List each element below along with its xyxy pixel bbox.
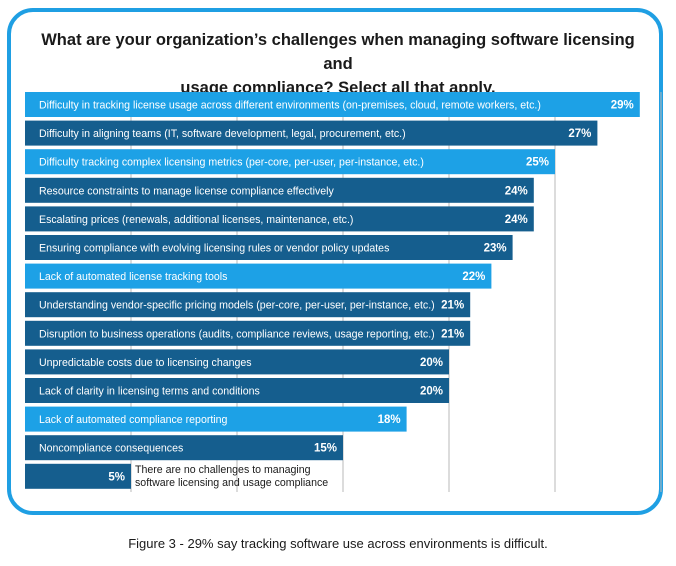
category-label: Difficulty tracking complex licensing me… [39,157,424,169]
bar [25,263,492,289]
bar [25,120,598,146]
bar-value-label: 23% [484,243,507,255]
bar [25,292,471,318]
bar [25,92,640,117]
bar-value-label: 5% [108,471,125,483]
bar-value-label: 27% [568,128,591,140]
bar-value-label: 20% [420,357,443,369]
category-label: Difficulty in aligning teams (IT, softwa… [39,128,406,140]
bar [25,235,513,260]
bar-value-label: 21% [441,300,464,312]
category-label: Disruption to business operations (audit… [39,328,435,340]
bar-value-label: 20% [420,386,443,398]
category-label: Lack of automated compliance reporting [39,414,228,426]
bar [25,435,343,461]
bar [25,406,407,432]
category-label: Understanding vendor-specific pricing mo… [39,300,435,312]
bar-value-label: 24% [505,214,528,226]
category-label-outside: software licensing and usage compliance [135,477,328,489]
bar [25,206,534,232]
bar [25,177,534,203]
category-label: Ensuring compliance with evolving licens… [39,243,389,255]
bar [25,378,449,403]
bar [25,149,555,175]
category-label: Noncompliance consequences [39,443,183,455]
category-label-outside: There are no challenges to managing [135,464,311,476]
category-label: Difficulty in tracking license usage acr… [39,100,541,112]
category-label: Resource constraints to manage license c… [39,185,335,197]
figure-caption: Figure 3 - 29% say tracking software use… [128,536,548,551]
bar-value-label: 15% [314,443,337,455]
category-label: Escalating prices (renewals, additional … [39,214,353,226]
bar-value-label: 25% [526,157,549,169]
bar-value-label: 18% [378,414,401,426]
category-label: Lack of clarity in licensing terms and c… [39,386,260,398]
bar [25,320,471,346]
bar-value-label: 24% [505,185,528,197]
category-label: Lack of automated license tracking tools [39,271,227,283]
bar [25,349,449,375]
bar-value-label: 29% [611,100,634,112]
bar-value-label: 22% [462,271,485,283]
bar-value-label: 21% [441,328,464,340]
chart-title-line-1: What are your organization’s challenges … [41,31,635,73]
bar [25,463,131,489]
category-label: Unpredictable costs due to licensing cha… [39,357,252,369]
